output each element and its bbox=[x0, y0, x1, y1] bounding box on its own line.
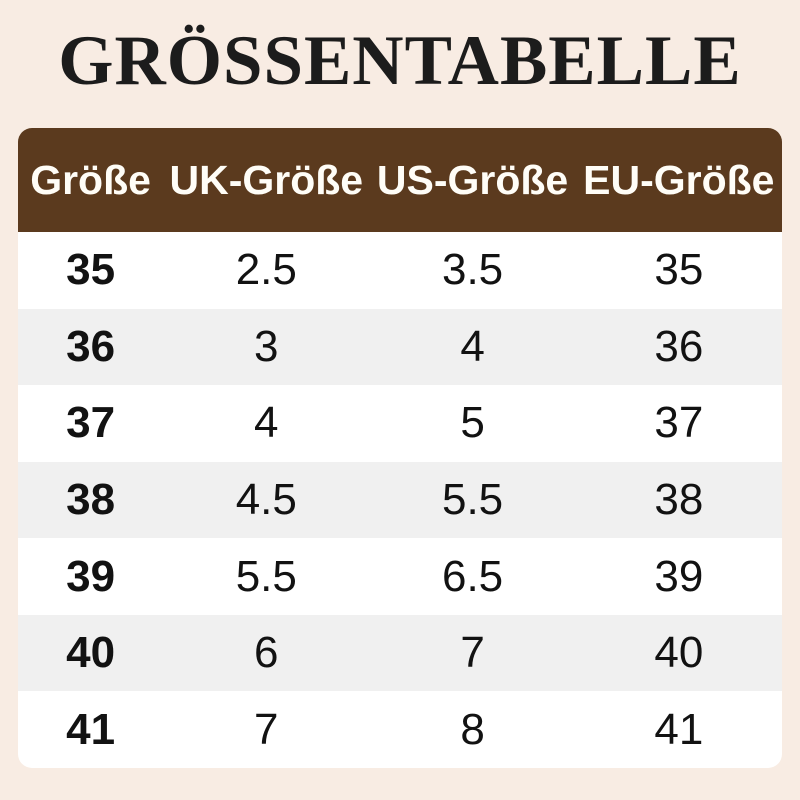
cell-us: 4 bbox=[460, 321, 485, 371]
cell-eu: 39 bbox=[654, 551, 704, 601]
page-title: GRÖSSENTABELLE bbox=[58, 22, 742, 100]
cell-groesse: 38 bbox=[66, 475, 116, 525]
cell-us: 7 bbox=[460, 628, 485, 678]
cell-us: 6.5 bbox=[441, 551, 504, 601]
table-row: 37 4 5 37 bbox=[18, 385, 782, 462]
cell-us: 5.5 bbox=[441, 475, 504, 525]
cell-uk: 4 bbox=[254, 398, 279, 448]
cell-uk: 4.5 bbox=[235, 475, 297, 525]
header-cell-us-groesse: US-Größe bbox=[376, 156, 569, 203]
table-row: 35 2.5 3.5 35 bbox=[18, 232, 782, 309]
cell-groesse: 36 bbox=[66, 321, 116, 371]
table-row: 39 5.5 6.5 39 bbox=[18, 538, 782, 615]
cell-eu: 37 bbox=[654, 398, 704, 448]
table-header-row: Größe UK-Größe US-Größe EU-Größe bbox=[18, 128, 782, 232]
table-row: 36 3 4 36 bbox=[18, 308, 782, 386]
table-body: 35 2.5 3.5 35 36 3 4 36 37 4 5 37 38 4.5… bbox=[18, 232, 782, 768]
table-row: 38 4.5 5.5 38 bbox=[18, 461, 782, 539]
cell-uk: 6 bbox=[254, 628, 279, 678]
cell-us: 8 bbox=[460, 704, 485, 754]
size-table: Größe UK-Größe US-Größe EU-Größe 35 2.5 … bbox=[18, 128, 782, 768]
cell-us: 5 bbox=[460, 398, 485, 448]
cell-groesse: 39 bbox=[66, 551, 116, 601]
cell-groesse: 40 bbox=[66, 628, 116, 678]
cell-uk: 2.5 bbox=[235, 245, 297, 295]
cell-eu: 40 bbox=[654, 628, 704, 678]
cell-eu: 41 bbox=[654, 704, 704, 754]
header-cell-uk-groesse: UK-Größe bbox=[169, 156, 364, 203]
cell-groesse: 37 bbox=[66, 398, 116, 448]
cell-groesse: 41 bbox=[66, 704, 116, 754]
cell-us: 3.5 bbox=[441, 245, 504, 295]
cell-eu: 35 bbox=[654, 245, 704, 295]
header-cell-groesse: Größe bbox=[30, 156, 151, 203]
cell-groesse: 35 bbox=[66, 245, 116, 295]
table-row: 40 6 7 40 bbox=[18, 614, 782, 692]
cell-uk: 5.5 bbox=[235, 551, 297, 601]
cell-uk: 7 bbox=[254, 704, 279, 754]
cell-eu: 38 bbox=[654, 475, 704, 525]
header-cell-eu-groesse: EU-Größe bbox=[583, 156, 775, 203]
cell-eu: 36 bbox=[654, 321, 704, 371]
cell-uk: 3 bbox=[254, 321, 279, 371]
table-row: 41 7 8 41 bbox=[18, 691, 782, 768]
